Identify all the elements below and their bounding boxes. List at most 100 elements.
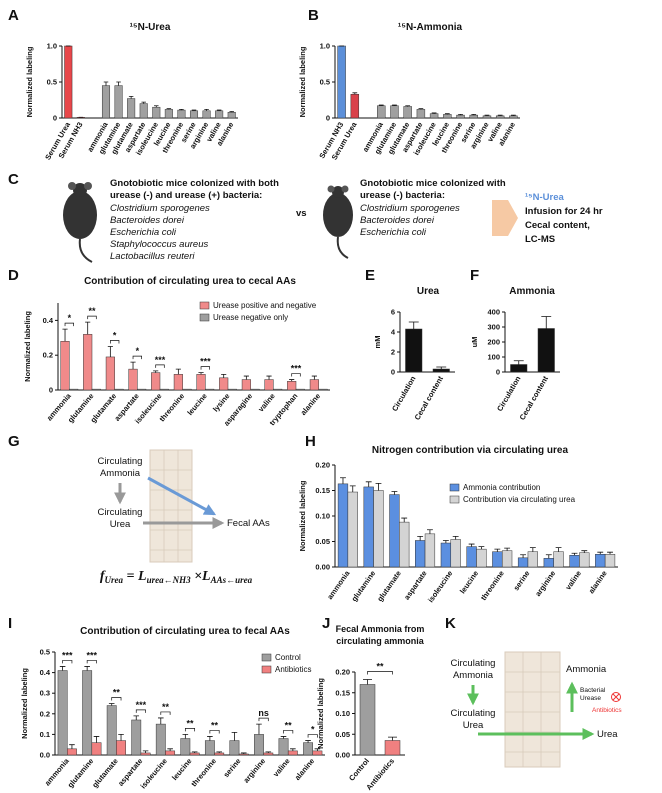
inhibit-icon	[611, 692, 621, 702]
species: Escherichia coli	[360, 227, 427, 238]
bar	[337, 483, 349, 568]
bar	[384, 740, 401, 756]
x-tick-label: serine	[222, 757, 243, 780]
chart-title: Urea	[417, 286, 440, 297]
panel-letter: C	[8, 171, 19, 188]
error-bar	[597, 551, 604, 555]
panel-k: Circulating Ammonia Circulating Urea Ure…	[451, 651, 622, 768]
y-axis-label: Normalized labeling	[20, 668, 29, 739]
error-bar	[541, 316, 552, 329]
bar	[180, 738, 191, 756]
y-tick-label: 0.15	[335, 688, 350, 697]
significance-bracket	[160, 711, 171, 715]
node-label: Circulating	[451, 658, 496, 669]
significance-bracket	[110, 340, 120, 344]
error-bar	[340, 477, 346, 484]
x-tick-label: serine	[512, 569, 532, 592]
bar	[182, 388, 192, 391]
y-tick-label: 1.0	[47, 42, 57, 51]
bar	[196, 374, 206, 391]
y-tick-label: 0.0	[40, 751, 50, 760]
significance: ***	[62, 650, 73, 660]
bar	[91, 742, 102, 756]
y-axis-label: Normalized labeling	[316, 678, 325, 749]
node-label: Circulating	[98, 456, 143, 467]
bar	[254, 734, 264, 756]
error-bar	[444, 113, 450, 115]
bar	[204, 740, 215, 756]
x-tick-label: valine	[256, 392, 277, 414]
bar	[64, 45, 73, 119]
significance-bracket	[155, 364, 165, 368]
species: Clostridium sporogenes	[360, 203, 460, 214]
bar	[116, 740, 126, 756]
y-tick-label: 0.10	[315, 512, 330, 521]
x-tick-label: aspartate	[402, 569, 429, 601]
bar	[424, 533, 436, 568]
bar	[57, 670, 68, 756]
y-tick-label: 1.0	[320, 42, 330, 51]
error-bar	[191, 109, 197, 111]
bar	[456, 114, 465, 119]
panel-letter: D	[8, 267, 19, 284]
bar	[227, 388, 237, 391]
error-bar	[349, 485, 356, 493]
bar	[127, 98, 136, 119]
error-bar	[504, 547, 511, 551]
bar	[390, 105, 399, 119]
error-bar	[365, 481, 372, 487]
bar	[152, 106, 161, 119]
bar	[359, 684, 376, 756]
x-tick-label: Cecal content	[413, 374, 446, 422]
bar	[67, 748, 77, 756]
bar	[164, 109, 173, 119]
chart-title: ¹⁵N-Urea	[130, 22, 171, 33]
panel-letters: A B C D E F G H I J K	[8, 7, 479, 632]
error-bar	[511, 114, 516, 116]
error-bar	[157, 717, 164, 725]
bar	[399, 521, 410, 568]
y-axis-label: Normalized labeling	[23, 311, 32, 382]
y-tick-label: 300	[487, 323, 500, 332]
bar	[501, 550, 513, 568]
node-label: Circulating	[451, 708, 496, 719]
significance: **	[162, 702, 170, 712]
heading: Gnotobiotic mice colonized with	[360, 178, 506, 189]
bar	[227, 111, 236, 119]
chart-title: Contribution of circulating urea to ceca…	[84, 276, 296, 287]
y-tick-label: 0.5	[320, 78, 330, 87]
panel-letter: F	[470, 267, 479, 284]
tracer: ¹⁵N-Urea	[525, 192, 564, 203]
error-bar	[216, 751, 223, 753]
bar	[131, 719, 142, 756]
y-tick-label: 100	[487, 353, 500, 362]
error-bar	[289, 379, 295, 382]
error-bar	[520, 554, 526, 558]
x-tick-label: threonine	[189, 757, 218, 789]
formula-part: Urea	[105, 575, 124, 585]
error-bar	[555, 547, 562, 552]
significance-bracket	[184, 728, 196, 732]
error-bar	[418, 108, 424, 110]
error-bar	[458, 114, 463, 116]
species: Staphylococcus aureus	[110, 239, 208, 250]
bar	[137, 388, 147, 391]
bar	[469, 114, 478, 119]
formula-part: AAs←urea	[210, 575, 253, 585]
node-label: Urea	[110, 519, 131, 530]
enzyme: Urease	[580, 695, 601, 702]
significance-bracket	[64, 322, 74, 327]
bar	[82, 670, 93, 756]
x-tick-label: arginine	[242, 757, 268, 785]
bar	[510, 364, 528, 373]
error-bar	[167, 748, 173, 751]
y-tick-label: 0.2	[43, 351, 53, 360]
error-bar	[108, 703, 115, 706]
legend-swatch	[449, 483, 460, 492]
y-tick-label: 0.00	[335, 751, 350, 760]
formula-part: urea←NH3	[147, 575, 192, 585]
error-bar	[497, 114, 503, 116]
legend-label: Ammonia contribution	[463, 483, 540, 492]
bar	[579, 552, 590, 568]
